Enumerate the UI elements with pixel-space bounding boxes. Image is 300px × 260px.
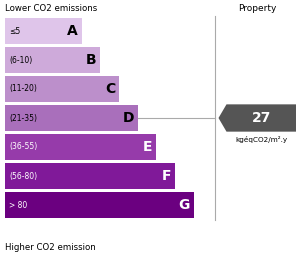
Polygon shape <box>218 104 296 132</box>
Bar <box>5 105 138 131</box>
Text: G: G <box>178 198 190 212</box>
Text: A: A <box>67 24 78 38</box>
Text: Lower CO2 emissions: Lower CO2 emissions <box>5 4 97 13</box>
Bar <box>5 18 82 44</box>
Bar <box>5 163 175 189</box>
Text: > 80: > 80 <box>9 200 27 210</box>
Text: (56-80): (56-80) <box>9 172 37 180</box>
Text: (36-55): (36-55) <box>9 142 37 152</box>
Text: (21-35): (21-35) <box>9 114 37 122</box>
Text: ≤5: ≤5 <box>9 27 20 36</box>
Text: 27: 27 <box>252 111 271 125</box>
Text: (11-20): (11-20) <box>9 84 37 94</box>
Text: Higher CO2 emission: Higher CO2 emission <box>5 243 96 252</box>
Text: C: C <box>105 82 115 96</box>
Text: Property: Property <box>238 4 276 13</box>
Bar <box>5 134 157 160</box>
Text: E: E <box>143 140 152 154</box>
Text: B: B <box>86 53 97 67</box>
Bar <box>5 192 194 218</box>
Bar <box>5 76 119 102</box>
Text: (6-10): (6-10) <box>9 55 32 64</box>
Text: F: F <box>162 169 171 183</box>
Bar <box>5 47 100 73</box>
Text: kgéqCO2/m².y: kgéqCO2/m².y <box>235 136 287 143</box>
Text: D: D <box>122 111 134 125</box>
